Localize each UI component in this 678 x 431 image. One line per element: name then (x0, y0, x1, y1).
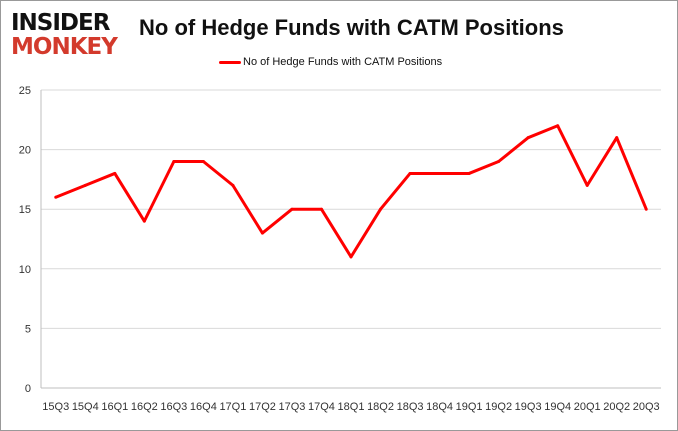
y-tick-label: 25 (19, 85, 31, 97)
x-tick-label: 16Q4 (190, 401, 217, 413)
x-tick-label: 18Q4 (426, 401, 453, 413)
data-point (201, 160, 205, 164)
y-tick-label: 15 (19, 204, 31, 216)
data-point (438, 171, 442, 175)
x-tick-label: 19Q2 (485, 401, 512, 413)
x-tick-label: 17Q2 (249, 401, 276, 413)
y-tick-label: 0 (25, 383, 31, 395)
x-tick-label: 19Q4 (544, 401, 571, 413)
data-point (54, 195, 58, 199)
data-point (497, 160, 501, 164)
x-tick-label: 15Q3 (42, 401, 69, 413)
data-point (526, 136, 530, 140)
x-tick-label: 19Q1 (456, 401, 483, 413)
data-point (172, 160, 176, 164)
y-tick-label: 20 (19, 145, 31, 157)
data-point (231, 183, 235, 187)
logo-line1: INSIDER (11, 10, 110, 36)
data-point (142, 219, 146, 223)
x-tick-label: 19Q3 (515, 401, 542, 413)
y-tick-label: 5 (25, 323, 31, 335)
x-tick-label: 16Q3 (160, 401, 187, 413)
data-point (585, 183, 589, 187)
x-tick-label: 18Q3 (397, 401, 424, 413)
x-tick-label: 16Q2 (131, 401, 158, 413)
data-point (556, 124, 560, 128)
insider-monkey-logo: INSIDER MONKEY (11, 11, 126, 59)
data-point (379, 207, 383, 211)
x-tick-label: 17Q4 (308, 401, 335, 413)
legend-label: No of Hedge Funds with CATM Positions (243, 56, 443, 68)
x-tick-label: 20Q1 (574, 401, 601, 413)
series-line (55, 124, 648, 259)
legend: No of Hedge Funds with CATM Positions (219, 56, 442, 68)
x-tick-label: 18Q2 (367, 401, 394, 413)
x-tick-label: 20Q3 (633, 401, 660, 413)
data-point (615, 136, 619, 140)
data-point (113, 171, 117, 175)
y-tick-label: 10 (19, 264, 31, 276)
logo-line2: MONKEY (11, 34, 118, 60)
x-tick-label: 15Q4 (72, 401, 99, 413)
x-tick-label: 20Q2 (603, 401, 630, 413)
data-point (83, 183, 87, 187)
data-point (290, 207, 294, 211)
data-point (260, 231, 264, 235)
data-point (467, 171, 471, 175)
chart-title: No of Hedge Funds with CATM Positions (139, 15, 564, 40)
data-point (408, 171, 412, 175)
x-tick-label: 17Q3 (278, 401, 305, 413)
legend-swatch (219, 60, 241, 64)
x-tick-label: 16Q1 (101, 401, 128, 413)
data-point (319, 207, 323, 211)
data-point (349, 255, 353, 259)
x-tick-label: 17Q1 (219, 401, 246, 413)
data-point (644, 207, 648, 211)
x-tick-label: 18Q1 (338, 401, 365, 413)
